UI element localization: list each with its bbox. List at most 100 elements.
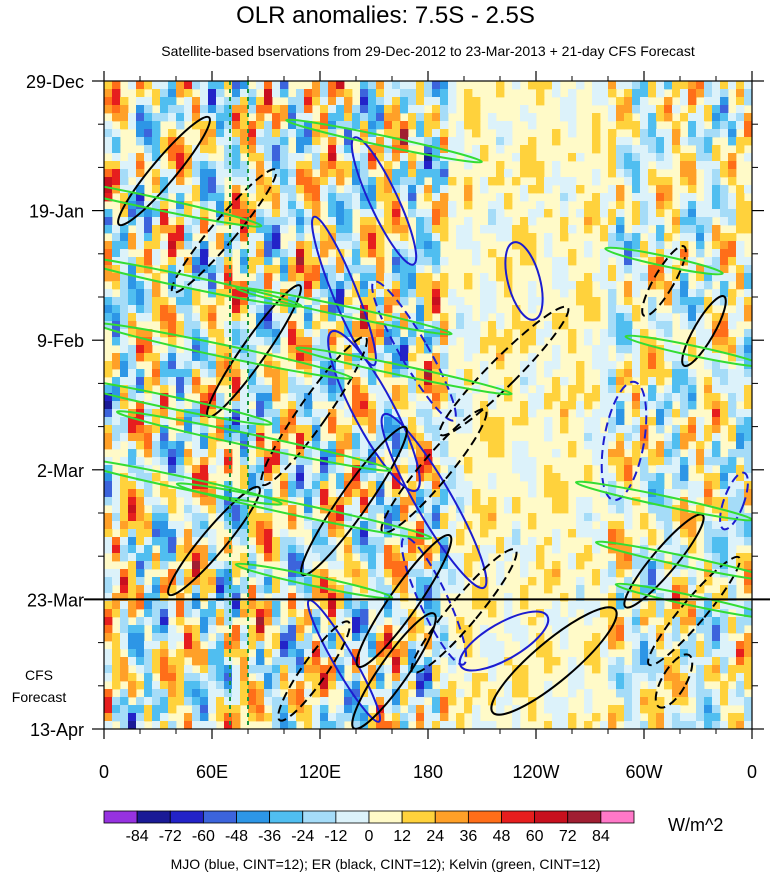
field-cell bbox=[384, 209, 393, 218]
field-cell bbox=[304, 185, 313, 194]
field-cell bbox=[504, 169, 513, 178]
field-cell bbox=[344, 561, 353, 570]
field-cell bbox=[216, 169, 225, 178]
field-cell bbox=[432, 665, 441, 674]
field-cell bbox=[304, 633, 313, 642]
field-cell bbox=[408, 641, 417, 650]
field-cell bbox=[144, 265, 153, 274]
kelvin-contour bbox=[104, 322, 353, 380]
field-cell bbox=[728, 513, 737, 522]
field-cell bbox=[384, 665, 393, 674]
field-cell bbox=[464, 673, 473, 682]
field-cell bbox=[600, 377, 609, 386]
colorbar-label: -24 bbox=[291, 828, 314, 845]
field-cell bbox=[584, 553, 593, 562]
field-cell bbox=[328, 713, 337, 722]
field-cell bbox=[288, 633, 297, 642]
field-cell bbox=[192, 521, 201, 530]
field-cell bbox=[408, 657, 417, 666]
field-cell bbox=[160, 585, 169, 594]
field-cell bbox=[520, 145, 529, 154]
field-cell bbox=[312, 201, 321, 210]
field-cell bbox=[672, 369, 681, 378]
field-cell bbox=[216, 241, 225, 250]
field-cell bbox=[736, 561, 745, 570]
field-cell bbox=[592, 353, 601, 362]
field-cell bbox=[688, 585, 697, 594]
field-cell bbox=[712, 505, 721, 514]
field-cell bbox=[448, 697, 457, 706]
field-cell bbox=[712, 225, 721, 234]
field-cell bbox=[712, 345, 721, 354]
field-cell bbox=[440, 489, 449, 498]
field-cell bbox=[624, 137, 633, 146]
field-cell bbox=[128, 489, 137, 498]
er-contour bbox=[410, 548, 518, 674]
field-cell bbox=[408, 713, 417, 722]
field-cell bbox=[112, 513, 121, 522]
field-cell bbox=[272, 121, 281, 130]
field-cell bbox=[232, 537, 241, 546]
field-cell bbox=[512, 505, 521, 514]
field-cell bbox=[128, 281, 137, 290]
field-cell bbox=[440, 577, 449, 586]
field-cell bbox=[616, 585, 625, 594]
field-cell bbox=[720, 609, 729, 618]
field-cell bbox=[656, 313, 665, 322]
field-cell bbox=[152, 537, 161, 546]
field-cell bbox=[400, 433, 409, 442]
field-cell bbox=[584, 521, 593, 530]
field-cell bbox=[640, 697, 649, 706]
field-cell bbox=[328, 561, 337, 570]
field-cell bbox=[384, 121, 393, 130]
field-cell bbox=[272, 225, 281, 234]
field-cell bbox=[424, 233, 433, 242]
field-cell bbox=[704, 617, 713, 626]
field-cell bbox=[296, 297, 305, 306]
field-cell bbox=[624, 721, 633, 729]
field-cell bbox=[400, 393, 409, 402]
field-cell bbox=[680, 689, 689, 698]
field-cell bbox=[128, 289, 137, 298]
field-cell bbox=[288, 697, 297, 706]
field-cell bbox=[640, 657, 649, 666]
field-cell bbox=[744, 89, 752, 98]
field-cell bbox=[168, 553, 177, 562]
field-cell bbox=[168, 529, 177, 538]
field-cell bbox=[328, 537, 337, 546]
field-cell bbox=[384, 425, 393, 434]
field-cell bbox=[480, 673, 489, 682]
field-cell bbox=[560, 697, 569, 706]
field-cell bbox=[712, 113, 721, 122]
field-cell bbox=[384, 353, 393, 362]
field-cell bbox=[688, 81, 697, 90]
field-cell bbox=[192, 553, 201, 562]
field-cell bbox=[192, 297, 201, 306]
field-cell bbox=[648, 401, 657, 410]
field-cell bbox=[608, 473, 617, 482]
field-cell bbox=[392, 497, 401, 506]
field-cell bbox=[560, 185, 569, 194]
field-cell bbox=[328, 673, 337, 682]
field-cell bbox=[360, 545, 369, 554]
field-cell bbox=[632, 361, 641, 370]
field-cell bbox=[536, 329, 545, 338]
field-cell bbox=[496, 449, 505, 458]
field-cell bbox=[200, 97, 209, 106]
field-cell bbox=[360, 177, 369, 186]
field-cell bbox=[680, 209, 689, 218]
field-cell bbox=[384, 401, 393, 410]
field-cell bbox=[608, 521, 617, 530]
field-cell bbox=[608, 81, 617, 90]
field-cell bbox=[384, 569, 393, 578]
field-cell bbox=[312, 545, 321, 554]
field-cell bbox=[464, 329, 473, 338]
field-cell bbox=[144, 441, 153, 450]
field-cell bbox=[656, 369, 665, 378]
field-cell bbox=[312, 281, 321, 290]
field-cell bbox=[128, 657, 137, 666]
field-cell bbox=[120, 313, 129, 322]
field-cell bbox=[184, 97, 193, 106]
field-cell bbox=[408, 337, 417, 346]
field-cell bbox=[496, 321, 505, 330]
